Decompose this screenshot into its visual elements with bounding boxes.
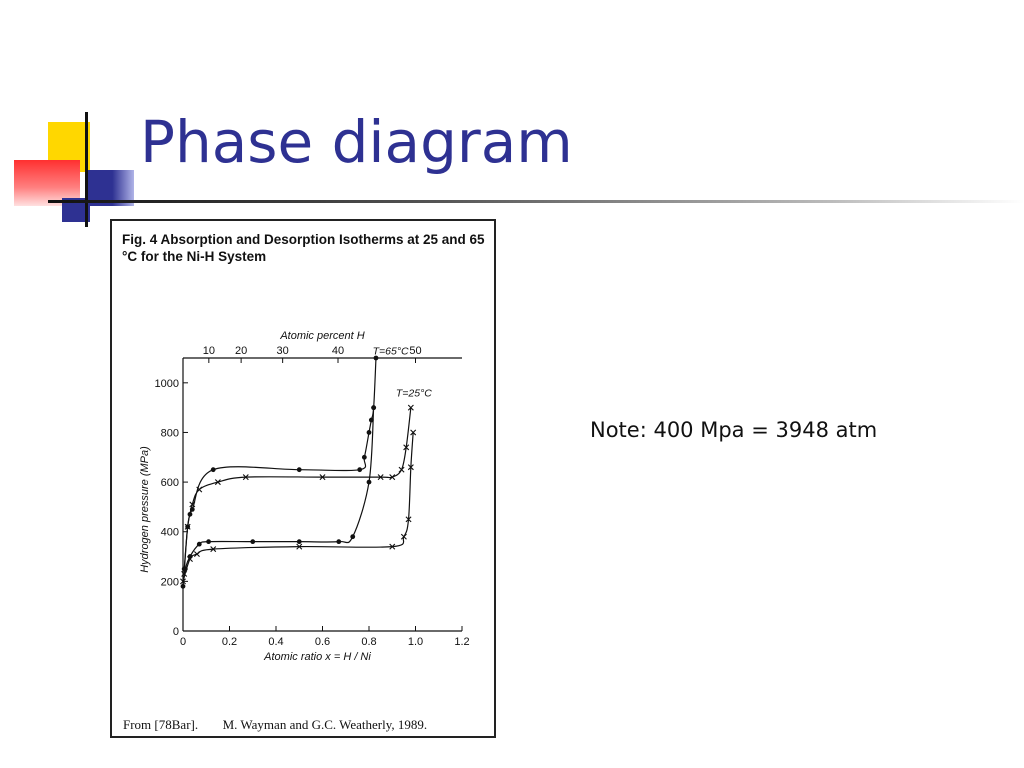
figure-source-right: M. Wayman and G.C. Weatherly, 1989.	[222, 717, 428, 732]
y-tick-label: 200	[161, 576, 179, 588]
top-tick-label: 30	[277, 345, 289, 357]
figure-caption: Fig. 4 Absorption and Desorption Isother…	[122, 232, 485, 264]
data-point-cross	[189, 501, 196, 508]
figure-source: From [78Bar]. M. Wayman and G.C. Weather…	[123, 717, 427, 733]
data-point-cross	[407, 464, 414, 471]
data-point-dot	[180, 583, 186, 589]
data-point-cross	[405, 516, 412, 523]
top-tick-label: 10	[203, 345, 215, 357]
data-point-cross	[407, 404, 414, 411]
data-point-dot	[336, 539, 342, 545]
data-point-cross	[296, 543, 303, 550]
data-point-dot	[357, 467, 363, 473]
phase-diagram-chart: 0 0.2 0.4 0.6 0.8 1.0 1.2 0 200 400 600 800 1000 10 20…	[139, 330, 470, 663]
data-point-cross	[398, 466, 405, 473]
deco-vertical-line	[85, 112, 88, 227]
curve-annotation: T=25°C	[396, 387, 432, 399]
data-point-cross	[214, 479, 221, 486]
data-point-cross	[186, 556, 193, 563]
y-tick-label: 800	[161, 427, 179, 439]
y-tick-label: 0	[173, 626, 179, 638]
data-point-cross	[389, 474, 396, 481]
isotherm-curve-65C-absorption	[183, 357, 377, 570]
data-point-cross	[193, 551, 200, 558]
data-point-dot	[350, 534, 356, 540]
y-tick-label: 600	[161, 477, 179, 489]
isotherm-curve-65C-desorption	[182, 407, 375, 587]
title-divider	[48, 200, 1024, 203]
data-point-cross	[319, 474, 326, 481]
conversion-note: Note: 400 Mpa = 3948 atm	[590, 418, 878, 442]
top-axis-label: Atomic percent H	[279, 330, 364, 342]
isotherm-curve-25C-desorption	[182, 432, 414, 582]
y-axis-label: Hydrogen pressure (MPa)	[139, 446, 151, 573]
x-tick-label: 0.6	[315, 636, 330, 648]
data-point-cross	[242, 474, 249, 481]
slide-title: Phase diagram	[140, 108, 573, 176]
data-point-dot	[196, 541, 202, 547]
figure-source-left: From [78Bar].	[123, 717, 199, 732]
data-point-dot	[371, 405, 377, 411]
data-point-cross	[400, 533, 407, 540]
data-point-dot	[366, 430, 372, 435]
data-point-cross	[180, 578, 186, 585]
top-tick-label: 40	[332, 345, 344, 357]
curve-annotation: T=65°C	[373, 345, 409, 357]
data-point-cross	[403, 444, 410, 451]
y-tick-label: 1000	[155, 378, 179, 390]
data-point-cross	[210, 546, 217, 553]
data-point-dot	[210, 467, 216, 473]
x-axis-label: Atomic ratio x = H / Ni	[263, 651, 371, 663]
figure-box: Fig. 4 Absorption and Desorption Isother…	[110, 219, 496, 738]
data-point-cross	[377, 474, 384, 481]
data-point-dot	[373, 355, 379, 361]
data-point-cross	[410, 429, 417, 436]
top-tick-label: 50	[409, 345, 421, 357]
x-tick-label: 0	[180, 636, 186, 648]
data-point-dot	[296, 539, 302, 545]
data-point-dot	[250, 539, 256, 545]
x-tick-label: 1.0	[408, 636, 423, 648]
data-point-cross	[389, 543, 396, 550]
y-tick-label: 400	[161, 527, 179, 539]
top-tick-label: 20	[235, 345, 247, 357]
data-point-dot	[206, 539, 211, 545]
data-point-dot	[361, 454, 367, 460]
x-tick-label: 0.2	[222, 636, 237, 648]
data-point-dot	[296, 467, 302, 473]
data-point-dot	[366, 479, 372, 485]
data-point-cross	[184, 523, 191, 530]
x-tick-label: 1.2	[454, 636, 469, 648]
data-point-cross	[196, 486, 203, 493]
x-tick-label: 0.8	[361, 636, 376, 648]
x-tick-label: 0.4	[268, 636, 283, 648]
